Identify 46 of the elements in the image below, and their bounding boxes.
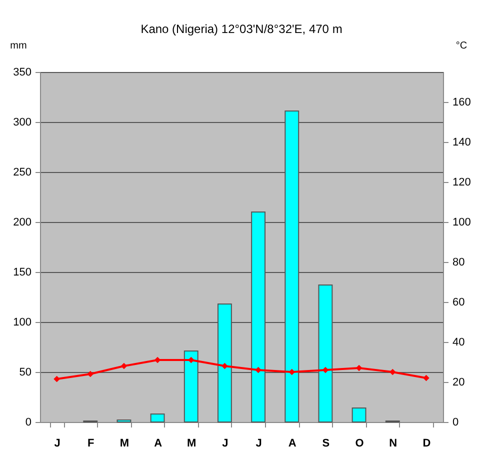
y-tick-label: 0 xyxy=(25,416,32,428)
y2-tick-label: 140 xyxy=(452,136,471,148)
point xyxy=(423,374,430,382)
x-tick-label: M xyxy=(120,438,130,450)
point xyxy=(87,370,94,378)
point xyxy=(322,366,329,374)
point xyxy=(356,364,362,372)
chart-title: Kano (Nigeria) 12°03'N/8°32'E, 470 m xyxy=(140,22,342,36)
bar xyxy=(150,414,165,422)
y2-tick-label: 160 xyxy=(452,96,471,108)
x-tick-label: D xyxy=(422,438,431,450)
y2-tick-label: 40 xyxy=(452,336,465,348)
y-tick-label: 300 xyxy=(13,116,32,128)
point xyxy=(288,368,296,376)
x-tick-label: S xyxy=(322,438,330,450)
y-tick-label: 250 xyxy=(13,166,32,178)
point xyxy=(120,362,128,370)
y-tick-label: 100 xyxy=(13,316,32,328)
x-tick-label: J xyxy=(256,438,262,450)
y2-tick-label: 80 xyxy=(452,256,465,268)
x-tick-label: J xyxy=(54,438,60,450)
x-tick-label: O xyxy=(355,438,364,450)
x-tick-label: N xyxy=(389,438,398,450)
point xyxy=(54,376,60,382)
y-tick-label: 350 xyxy=(13,66,32,78)
y-tick-label: 150 xyxy=(13,266,32,278)
y-tick-label: 200 xyxy=(13,216,32,228)
y-tick-label: 50 xyxy=(19,366,32,378)
x-tick-label: A xyxy=(288,438,296,450)
point xyxy=(154,356,161,364)
y2-tick-label: 20 xyxy=(452,376,465,388)
y2-tick-label: 0 xyxy=(452,416,459,428)
bar xyxy=(116,420,132,422)
y-axis-title: mm xyxy=(10,40,27,52)
x-tick-label: F xyxy=(88,438,95,450)
y2-tick-label: 120 xyxy=(452,176,471,188)
point xyxy=(222,362,228,370)
x-tick-label: M xyxy=(187,438,196,450)
bar xyxy=(352,408,366,422)
point xyxy=(389,368,396,376)
y2-tick-label: 100 xyxy=(452,216,471,228)
x-tick-label: A xyxy=(154,438,162,450)
point xyxy=(255,366,262,374)
y2-tick-label: 60 xyxy=(452,296,465,308)
y2-axis-title: °C xyxy=(456,40,468,52)
x-tick-label: J xyxy=(222,438,228,450)
